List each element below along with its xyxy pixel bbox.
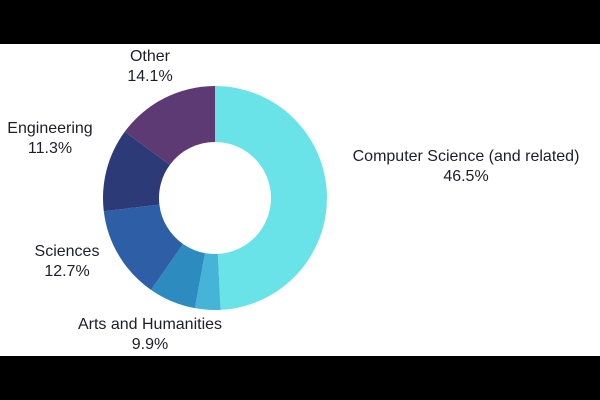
slice-sciences <box>103 204 183 290</box>
donut-chart <box>103 86 327 310</box>
slice-name: Arts and Humanities <box>77 316 223 333</box>
slice-percent: 12.7% <box>44 263 90 280</box>
slice-percent: 46.5% <box>443 168 489 185</box>
slice-arts-and-humanities <box>194 253 221 310</box>
slice-label-arts-and-humanities: Arts and Humanities 9.9% <box>55 315 245 355</box>
slice-other <box>124 86 215 165</box>
slice-label-computer-science: Computer Science (and related) 46.5% <box>332 147 600 187</box>
slice-percent: 9.9% <box>131 336 169 353</box>
slice-computer-science-and-related <box>215 86 327 310</box>
chart-panel: Computer Science (and related) 46.5% Art… <box>0 44 600 356</box>
slice-name: Other <box>129 48 170 65</box>
slice-name: Computer Science (and related) <box>352 148 580 165</box>
slice-label-sciences: Sciences 12.7% <box>20 242 114 282</box>
slice-percent: 11.3% <box>27 140 73 157</box>
slice-percent: 14.1% <box>127 68 173 85</box>
slice-name: Sciences <box>34 243 100 260</box>
slice-label-engineering: Engineering 11.3% <box>0 119 100 159</box>
slice-engineering <box>103 131 170 212</box>
slice-name: Engineering <box>7 120 93 137</box>
slice-arts-and-humanities-part <box>150 243 205 309</box>
slice-label-other: Other 14.1% <box>110 47 190 87</box>
